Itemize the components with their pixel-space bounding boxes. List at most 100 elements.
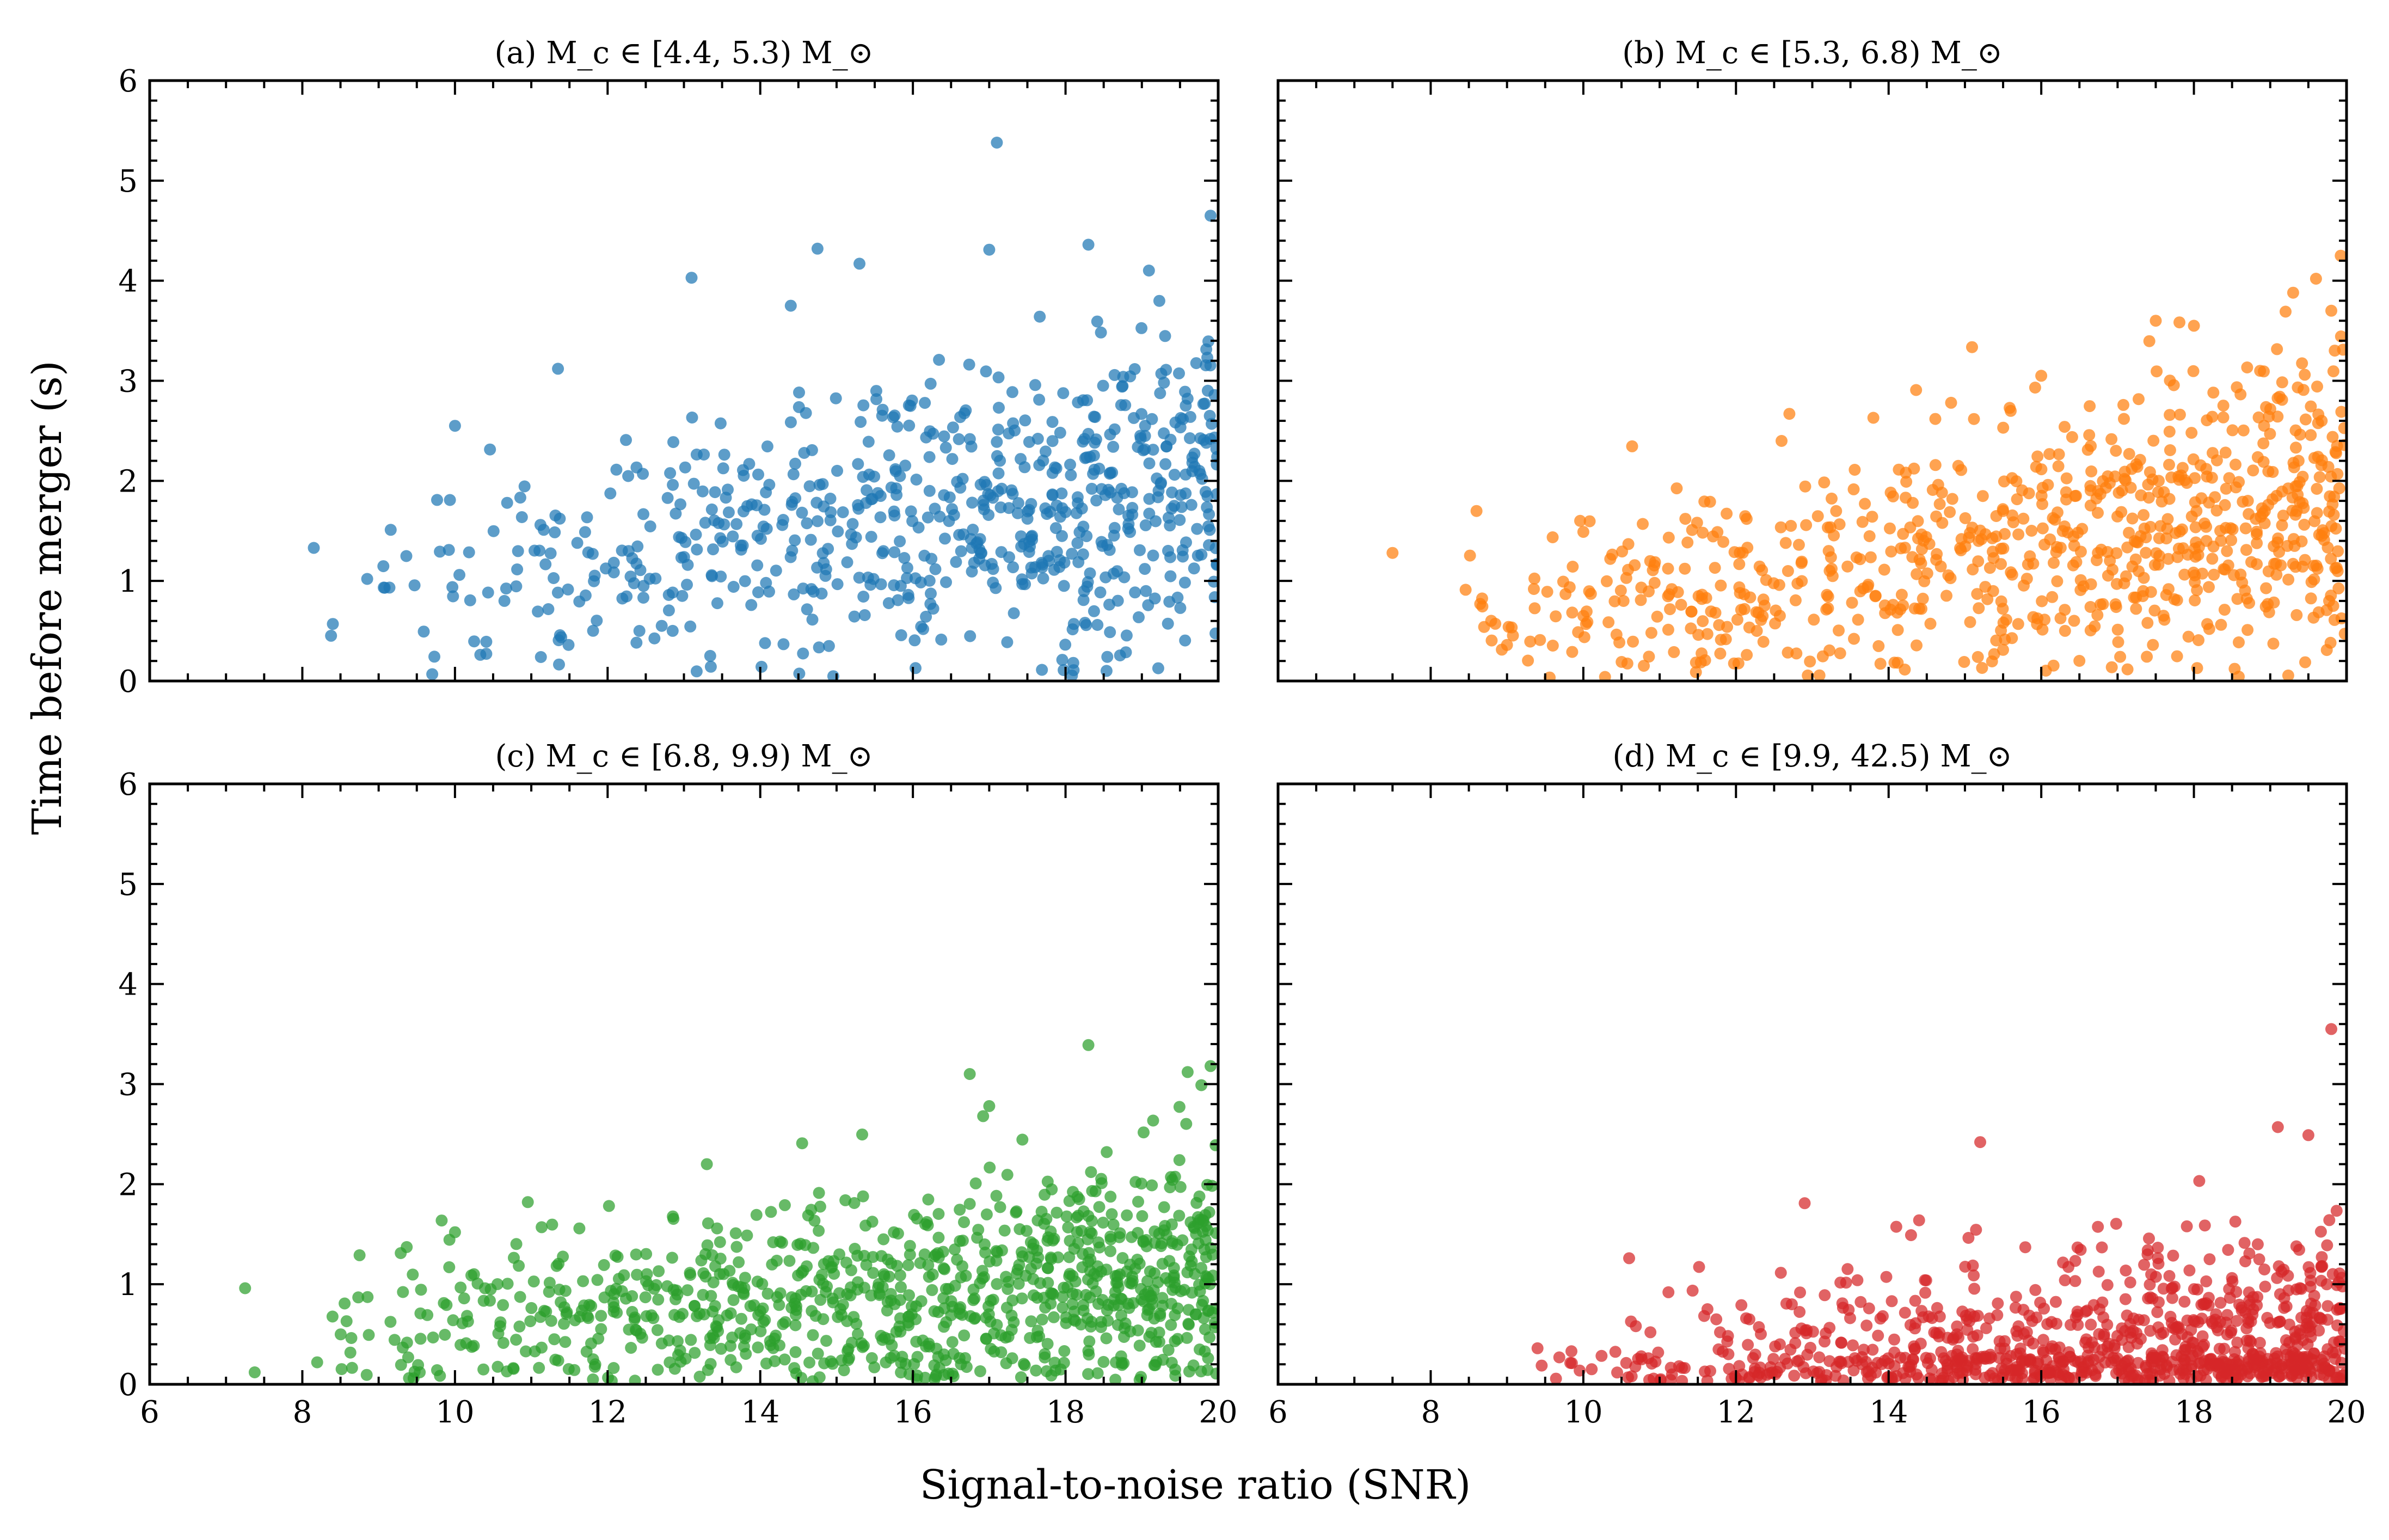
- data-point: [2193, 1175, 2206, 1187]
- data-point: [824, 493, 837, 505]
- data-point: [510, 1334, 523, 1346]
- data-point: [1143, 265, 1155, 277]
- data-point: [1701, 1375, 1714, 1384]
- data-point: [919, 397, 931, 409]
- y-tick-label: 4: [118, 264, 138, 299]
- data-point: [1062, 1221, 1074, 1234]
- y-tick-label: 5: [118, 867, 138, 903]
- data-point: [738, 470, 750, 482]
- data-point: [2085, 1318, 2097, 1331]
- data-point: [1528, 572, 1540, 585]
- data-point: [1710, 1313, 1723, 1326]
- data-point: [2155, 1328, 2167, 1340]
- data-point: [1567, 561, 1579, 573]
- data-point: [2128, 591, 2140, 604]
- data-point: [603, 1200, 615, 1212]
- data-point: [1091, 315, 1103, 328]
- data-point: [977, 499, 990, 511]
- data-point: [1565, 1345, 1577, 1358]
- tick-marks: [1277, 79, 2348, 682]
- data-point: [1104, 428, 1116, 441]
- data-point: [463, 546, 475, 559]
- data-point: [1193, 1190, 1206, 1202]
- data-point: [898, 552, 911, 564]
- data-point: [684, 620, 697, 633]
- data-point: [2310, 273, 2322, 285]
- data-point: [551, 586, 564, 599]
- data-point: [558, 1317, 570, 1330]
- panel-title: (b) M_c ∈ [5.3, 6.8) M_⊙: [1622, 35, 2003, 71]
- data-point: [1564, 1357, 1576, 1369]
- data-point: [2325, 470, 2337, 483]
- data-point: [587, 1373, 599, 1384]
- data-point: [988, 1345, 1000, 1358]
- x-tick-label: 14: [741, 1395, 779, 1430]
- data-point: [2110, 445, 2122, 457]
- data-point: [1915, 557, 1927, 569]
- data-point: [2085, 465, 2098, 477]
- data-point: [587, 624, 599, 637]
- data-point: [2322, 1300, 2334, 1312]
- data-point: [2079, 1305, 2092, 1318]
- data-point: [1934, 560, 1947, 573]
- data-point: [1116, 380, 1129, 392]
- data-point: [1972, 651, 1984, 663]
- data-point: [1501, 639, 1513, 651]
- data-point: [2092, 547, 2104, 559]
- data-point: [1164, 551, 1176, 563]
- data-point: [2153, 532, 2165, 544]
- data-point: [2330, 523, 2342, 535]
- data-point: [1743, 1313, 1755, 1326]
- data-point: [791, 1239, 804, 1251]
- data-point: [1006, 386, 1018, 398]
- data-point: [1662, 562, 1674, 575]
- data-point: [514, 492, 526, 504]
- data-point: [1134, 432, 1147, 445]
- data-point: [1141, 1309, 1153, 1322]
- data-point: [2271, 410, 2284, 423]
- data-point: [918, 549, 931, 562]
- data-point: [2218, 563, 2230, 575]
- data-point: [1983, 1312, 1995, 1324]
- data-point: [2030, 1311, 2043, 1324]
- data-point: [1834, 1277, 1847, 1289]
- data-point: [1715, 579, 1727, 592]
- data-point: [1204, 433, 1217, 445]
- data-point: [361, 573, 373, 585]
- data-point: [588, 575, 600, 587]
- data-point: [1980, 1322, 1992, 1334]
- data-point: [2335, 406, 2347, 418]
- data-point: [661, 492, 674, 504]
- data-point: [2092, 507, 2104, 519]
- data-point: [2140, 531, 2152, 544]
- data-point: [888, 510, 901, 521]
- data-point: [796, 506, 808, 519]
- data-point: [910, 662, 922, 674]
- data-point: [1905, 1359, 1918, 1371]
- data-point: [1071, 537, 1084, 549]
- data-point: [1995, 624, 2007, 637]
- data-point: [2051, 575, 2063, 587]
- data-point: [1016, 1292, 1028, 1305]
- data-point: [2081, 1357, 2094, 1369]
- data-point: [860, 1259, 873, 1271]
- data-point: [1835, 1357, 1847, 1370]
- data-point: [1866, 511, 1878, 523]
- data-point: [901, 562, 913, 574]
- data-point: [651, 1324, 664, 1336]
- data-point: [1731, 613, 1743, 626]
- data-point: [1192, 549, 1204, 562]
- data-point: [2006, 568, 2018, 581]
- data-point: [1164, 519, 1176, 532]
- data-point: [549, 526, 561, 538]
- data-point: [2257, 456, 2270, 468]
- data-point: [2276, 1362, 2289, 1375]
- data-point: [2109, 1354, 2122, 1367]
- data-point: [1942, 569, 1955, 581]
- data-point: [2247, 464, 2259, 477]
- data-point: [326, 1310, 339, 1323]
- data-point: [340, 1315, 353, 1328]
- data-point: [2018, 579, 2030, 592]
- data-point: [1041, 1262, 1054, 1274]
- data-point: [1566, 646, 1579, 658]
